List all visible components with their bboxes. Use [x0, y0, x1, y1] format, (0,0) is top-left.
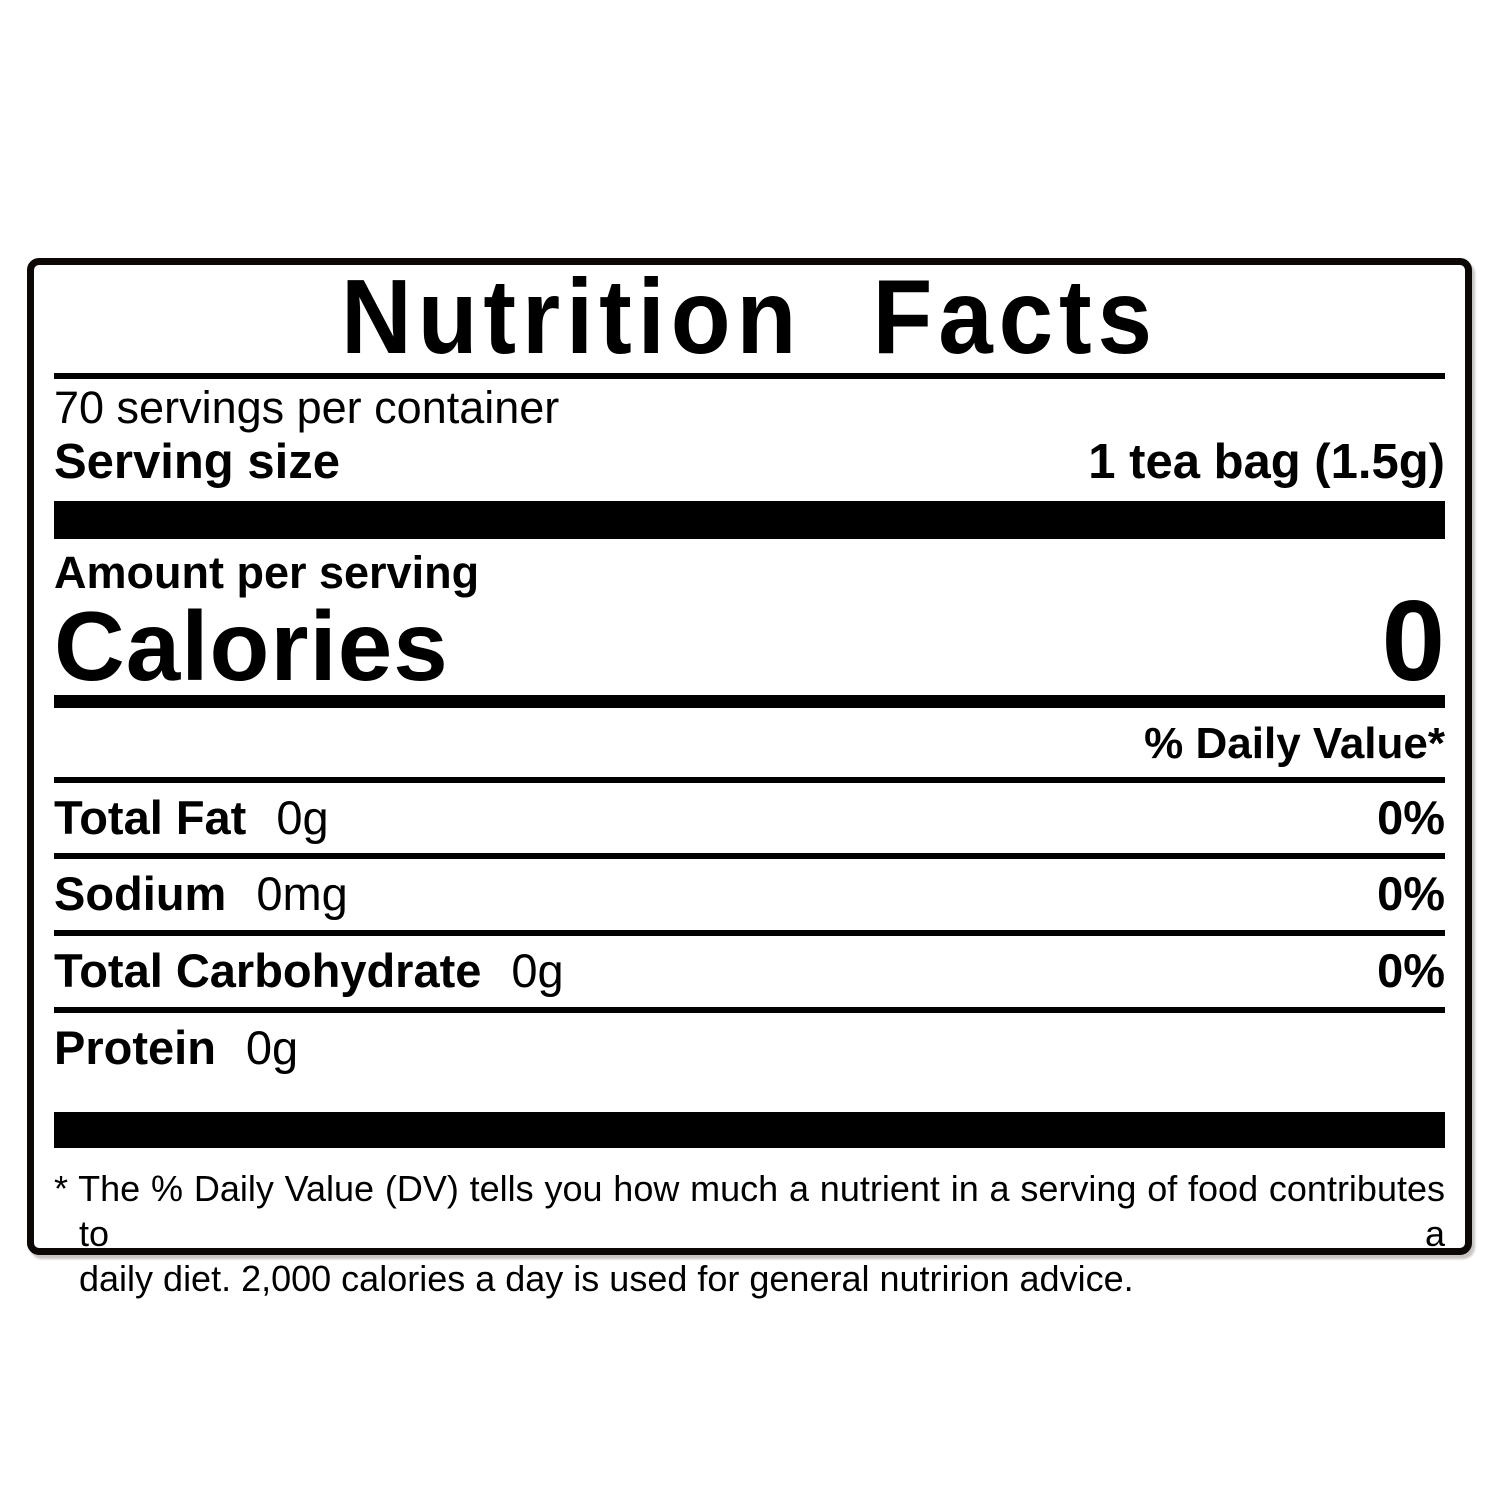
daily-value-footnote: * The % Daily Value (DV) tells you how m… — [54, 1166, 1445, 1301]
calories-value: 0 — [1381, 578, 1445, 706]
nutrient-row-total-carbohydrate: Total Carbohydrate 0g 0% — [54, 936, 1445, 1013]
nutrient-name-amount: Sodium 0mg — [54, 867, 348, 921]
nutrient-daily-value: 0% — [1377, 867, 1445, 921]
serving-size-value: 1 tea bag (1.5g) — [1088, 435, 1445, 490]
nutrient-row-sodium: Sodium 0mg 0% — [54, 859, 1445, 937]
thick-divider-bar-bottom — [54, 1111, 1445, 1148]
nutrient-amount: 0g — [245, 1020, 299, 1074]
nutrient-name-amount: Protein 0g — [54, 1020, 299, 1074]
nutrition-facts-label: Nutrition Facts 70 servings per containe… — [27, 257, 1472, 1299]
serving-size-label: Serving size — [54, 435, 340, 490]
daily-value-header: % Daily Value* — [1144, 719, 1445, 769]
nutrient-name: Total Carbohydrate — [54, 944, 482, 998]
nutrient-name-amount: Total Fat 0g — [54, 790, 329, 844]
title-divider-rule — [54, 373, 1445, 379]
nutrient-name: Total Fat — [54, 790, 247, 844]
footnote-line-2: daily diet. 2,000 calories a day is used… — [79, 1257, 1134, 1299]
nutrient-row-protein: Protein 0g — [54, 1013, 1445, 1074]
daily-value-divider-rule — [54, 776, 1445, 783]
calories-label: Calories — [54, 591, 449, 702]
amount-per-serving-label: Amount per serving — [54, 546, 480, 598]
thick-divider-bar-top — [54, 500, 1445, 539]
footnote-line-1: * The % Daily Value (DV) tells you how m… — [54, 1167, 1445, 1254]
nutrient-amount: 0g — [276, 790, 329, 844]
nutrient-name: Sodium — [54, 867, 227, 921]
nutrient-daily-value: 0% — [1377, 790, 1445, 844]
label-title: Nutrition Facts — [341, 257, 1158, 377]
medium-divider-bar — [54, 695, 1445, 709]
servings-per-container: 70 servings per container — [54, 382, 560, 433]
nutrient-daily-value: 0% — [1377, 944, 1445, 998]
serving-size-row: Serving size 1 tea bag (1.5g) — [54, 435, 1445, 490]
calories-row: Calories 0 — [54, 578, 1445, 706]
nutrient-name: Protein — [54, 1020, 216, 1074]
nutrient-amount: 0g — [511, 944, 564, 998]
nutrient-amount: 0mg — [256, 867, 348, 921]
nutrient-name-amount: Total Carbohydrate 0g — [54, 944, 564, 998]
nutrient-row-total-fat: Total Fat 0g 0% — [54, 783, 1445, 860]
